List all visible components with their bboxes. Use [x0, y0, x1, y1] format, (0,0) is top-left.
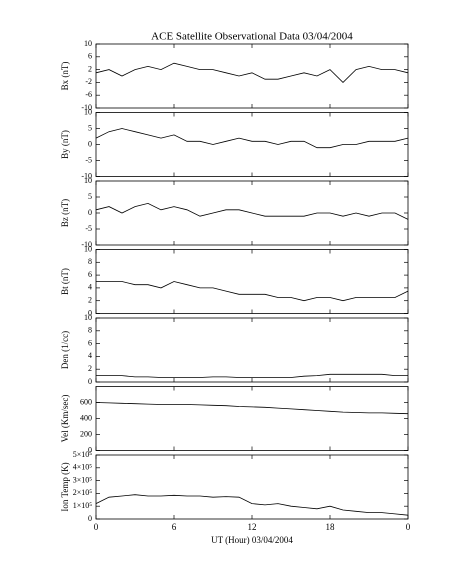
y-tick-label: 10 — [84, 39, 92, 48]
y-tick-label: 4 — [88, 283, 92, 292]
y-axis-label: Bt (nT) — [60, 268, 70, 295]
y-tick-label: 8 — [88, 257, 92, 266]
y-tick-label: -6 — [85, 90, 92, 99]
data-line — [95, 62, 409, 83]
panel-frame — [95, 454, 409, 520]
x-tick-label: 0 — [406, 522, 411, 532]
data-line — [95, 202, 409, 220]
y-tick-label: 10 — [84, 176, 92, 185]
y-tick-label: 0 — [88, 514, 92, 523]
y-axis-label: Bz (nT) — [60, 199, 70, 227]
x-tick-label: 0 — [94, 522, 99, 532]
x-tick-label: 18 — [326, 522, 336, 532]
y-tick-label: -5 — [85, 224, 92, 233]
y-tick-label: 4×10⁵ — [73, 463, 93, 472]
y-axis-label: Ion Temp (K) — [60, 462, 70, 511]
y-tick-label: 400 — [80, 413, 92, 422]
y-tick-label: 8 — [88, 326, 92, 335]
x-tick-label: 6 — [172, 522, 177, 532]
y-axis-label: Den (1/cc) — [60, 331, 70, 369]
y-tick-label: 5 — [88, 192, 92, 201]
y-tick-label: 200 — [80, 429, 92, 438]
y-tick-label: 2 — [88, 296, 92, 305]
panel-frame — [95, 43, 409, 109]
y-tick-label: 5×10⁵ — [73, 450, 93, 459]
y-tick-label: 600 — [80, 397, 92, 406]
chart-title: ACE Satellite Observational Data 03/04/2… — [151, 31, 353, 43]
x-axis-label: UT (Hour) 03/04/2004 — [211, 535, 293, 545]
y-tick-label: -10 — [81, 240, 92, 249]
y-axis-label: Vel (Km/sec) — [60, 395, 70, 443]
x-tick-label: 12 — [248, 522, 257, 532]
y-axis-label: Bx (nT) — [60, 62, 70, 91]
data-line — [95, 494, 409, 516]
y-tick-label: -5 — [85, 155, 92, 164]
panel-frame — [95, 317, 409, 383]
data-line — [96, 281, 409, 302]
data-line — [95, 128, 409, 149]
y-tick-label: 0 — [88, 377, 92, 386]
y-tick-label: 0 — [88, 308, 92, 317]
y-tick-label: 6 — [88, 338, 92, 347]
panel-frame — [95, 112, 409, 177]
y-tick-label: -10 — [81, 171, 92, 180]
y-axis-label: By (nT) — [60, 130, 70, 159]
y-tick-label: 2 — [88, 364, 92, 373]
y-tick-label: 10 — [84, 313, 92, 322]
y-tick-label: 6 — [88, 52, 92, 61]
y-tick-label: 10 — [84, 107, 92, 116]
y-tick-label: 10 — [84, 244, 92, 253]
y-tick-label: 0 — [88, 139, 92, 148]
panel-frame — [95, 249, 409, 314]
y-tick-label: 0 — [88, 445, 92, 454]
data-line — [96, 373, 408, 378]
data-line — [95, 402, 409, 415]
y-tick-label: 0 — [88, 208, 92, 217]
y-tick-label: 5 — [88, 123, 92, 132]
y-tick-label: 6 — [88, 270, 92, 279]
panel-frame — [95, 386, 409, 451]
y-tick-label: 2 — [88, 64, 92, 73]
y-tick-label: 3×10⁵ — [73, 475, 93, 484]
y-tick-label: -10 — [81, 103, 92, 112]
y-tick-label: 4 — [88, 351, 92, 360]
y-tick-label: 1×10⁵ — [73, 501, 93, 510]
y-tick-label: 2×10⁵ — [73, 488, 93, 497]
y-tick-label: -2 — [85, 77, 92, 86]
